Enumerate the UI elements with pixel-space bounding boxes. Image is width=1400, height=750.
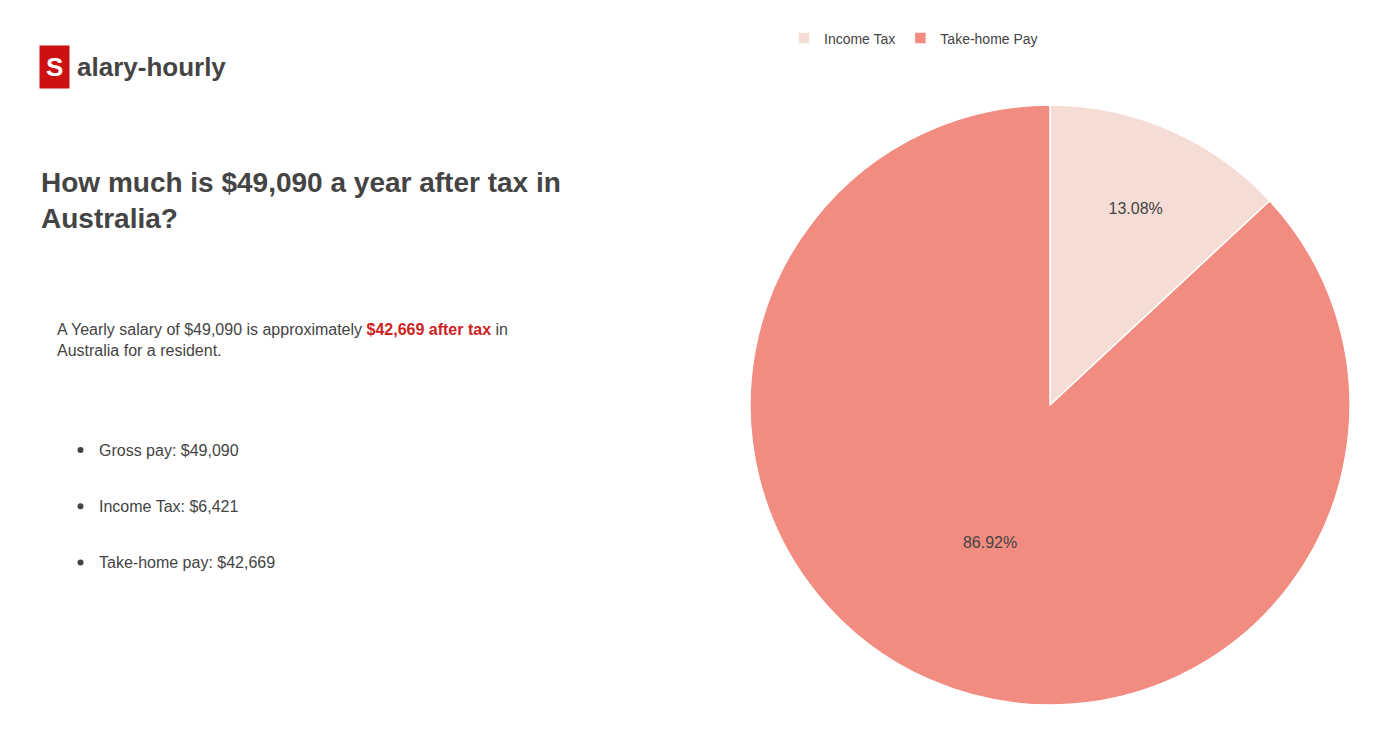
svg-text:alary-hourly: alary-hourly xyxy=(77,52,226,82)
svg-text:Take-home Pay: Take-home Pay xyxy=(940,31,1037,47)
svg-text:Income Tax: $6,421: Income Tax: $6,421 xyxy=(99,498,238,515)
svg-text:S: S xyxy=(46,52,63,82)
svg-text:86.92%: 86.92% xyxy=(963,534,1017,551)
svg-text:How much is $49,090 a year aft: How much is $49,090 a year after tax inA… xyxy=(41,167,561,234)
svg-text:13.08%: 13.08% xyxy=(1108,200,1162,217)
svg-text:Take-home pay: $42,669: Take-home pay: $42,669 xyxy=(99,554,275,571)
svg-text:Gross pay: $49,090: Gross pay: $49,090 xyxy=(99,442,239,459)
svg-text:A Yearly salary of $49,090 is: A Yearly salary of $49,090 is approximat… xyxy=(57,321,508,359)
svg-text:Income Tax: Income Tax xyxy=(824,31,895,47)
